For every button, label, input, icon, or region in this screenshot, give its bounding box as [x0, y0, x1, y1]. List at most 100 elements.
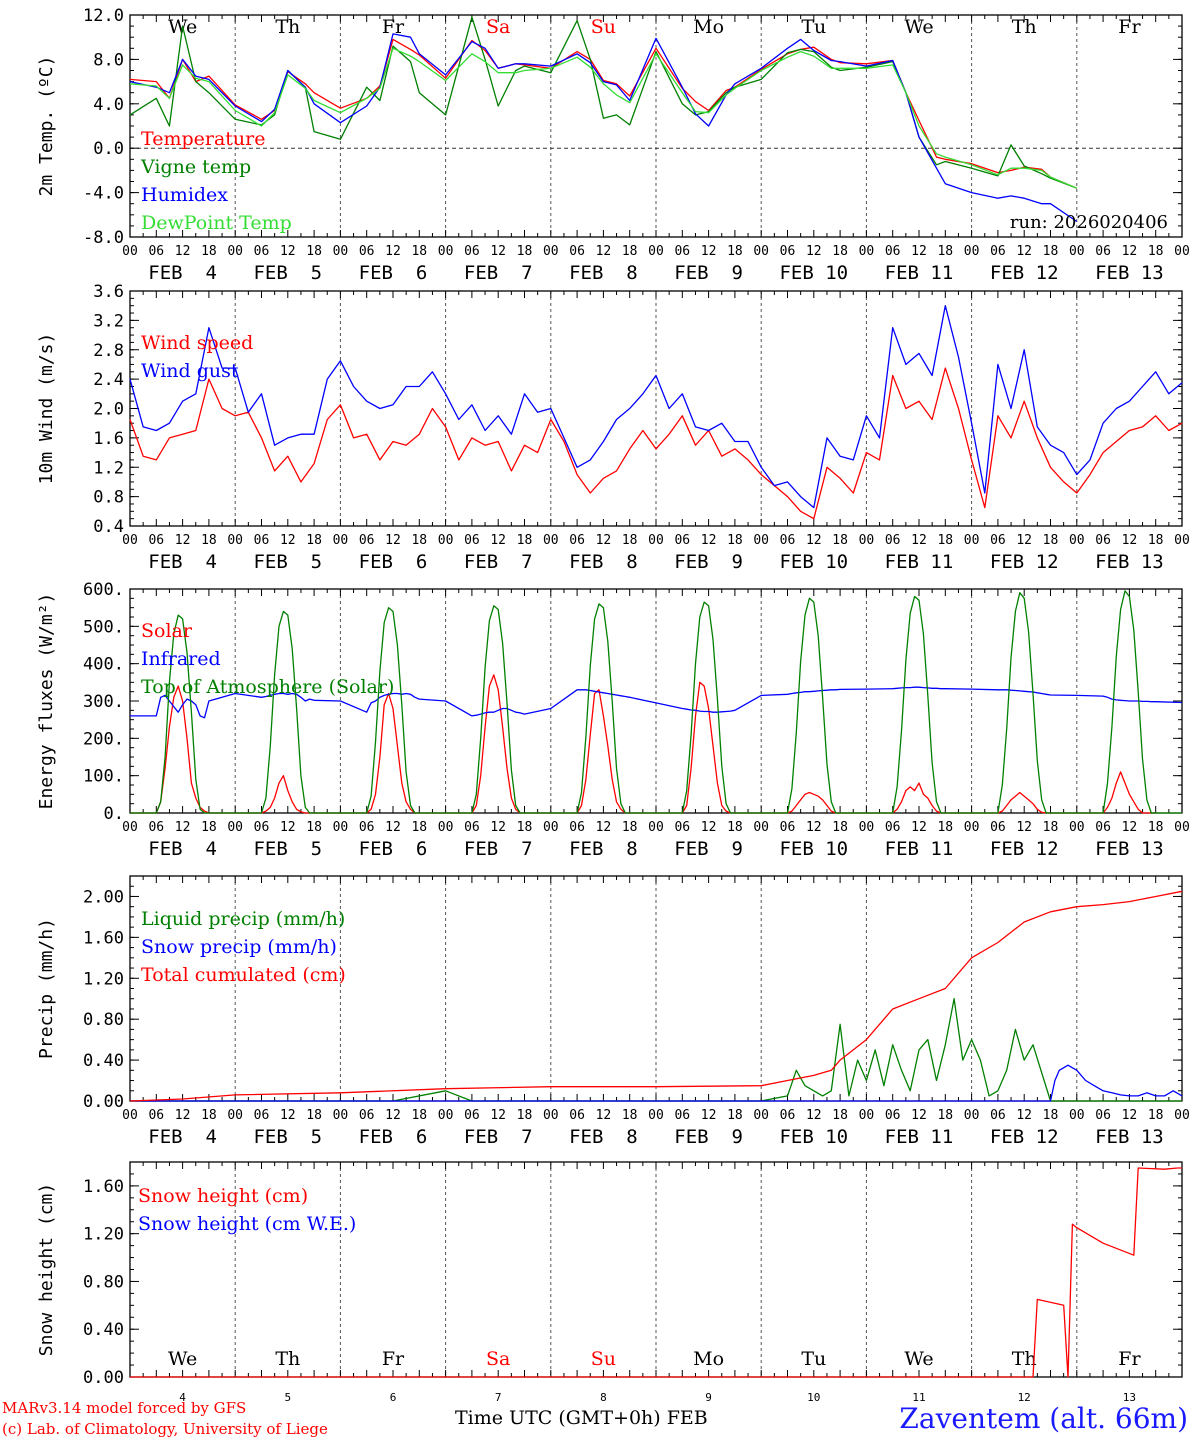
- x-hour-label: 18: [411, 1108, 427, 1123]
- x-hour-label: 12: [911, 244, 927, 259]
- legend-entry: Humidex: [141, 184, 228, 206]
- y-tick-label: 2.00: [83, 887, 124, 907]
- x-hour-label: 12: [596, 533, 612, 548]
- x-hour-label: 18: [306, 1108, 322, 1123]
- x-hour-label: 00: [753, 820, 769, 835]
- x-hour-label: 18: [622, 820, 638, 835]
- x-hour-label: 06: [780, 244, 796, 259]
- y-tick-label: 2.0: [93, 400, 124, 420]
- x-hour-label: 06: [1095, 1108, 1111, 1123]
- legend-entry: DewPoint Temp: [141, 212, 292, 234]
- x-hour-label: 18: [1043, 820, 1059, 835]
- day-name-label: Fr: [382, 1348, 405, 1370]
- x-hour-label: 00: [333, 533, 349, 548]
- x-date-label: FEB 11: [885, 838, 954, 860]
- run-label: run: 2026020406: [1010, 212, 1168, 233]
- x-hour-label: 00: [543, 1108, 559, 1123]
- x-hour-label: 06: [464, 244, 480, 259]
- y-tick-label: 1.60: [83, 1177, 124, 1197]
- panel-precip: 0.00 0.40 0.80 1.20 1.60 2.00 Precip (mm/h) 00 0…: [36, 875, 1190, 1148]
- x-hour-label: 12: [490, 1108, 506, 1123]
- y-tick-label: 0.8: [93, 488, 124, 508]
- day-name-label: Th: [275, 16, 300, 38]
- day-name-label: Sa: [486, 16, 510, 38]
- x-hour-label: 06: [359, 820, 375, 835]
- x-hour-label: 06: [254, 244, 270, 259]
- day-name-label: Su: [591, 16, 616, 38]
- x-hour-label: 12: [280, 1108, 296, 1123]
- x-date-label: FEB 11: [885, 551, 954, 573]
- y-axis-label: Energy fluxes (W/m²): [36, 593, 57, 810]
- y-tick-label: 500.: [83, 617, 124, 637]
- y-tick-label: 0.4: [93, 517, 124, 537]
- y-tick-label: 200.: [83, 729, 124, 749]
- x-date-label: FEB 10: [779, 262, 848, 284]
- x-hour-label: 00: [753, 244, 769, 259]
- y-tick-label: 2.4: [93, 370, 124, 390]
- x-hour-label: 00: [438, 244, 454, 259]
- series-line-top-of-atmosphere-solar-: [130, 590, 1182, 814]
- x-hour-label: 12: [385, 244, 401, 259]
- x-hour-label: 18: [201, 244, 217, 259]
- x-date-label: FEB 4: [148, 1126, 217, 1148]
- x-hour-label: 12: [701, 244, 717, 259]
- x-hour-label: 06: [990, 244, 1006, 259]
- y-tick-label: 0.40: [83, 1320, 124, 1340]
- x-date-label: FEB 7: [464, 1126, 533, 1148]
- day-name-label: Fr: [1118, 1348, 1141, 1370]
- x-hour-label: 00: [964, 1108, 980, 1123]
- x-hour-label: 06: [885, 244, 901, 259]
- x-date-label: FEB 10: [779, 1126, 848, 1148]
- x-hour-label: 06: [569, 244, 585, 259]
- x-hour-label: 06: [780, 1108, 796, 1123]
- legend-entry: Infrared: [141, 648, 221, 670]
- x-hour-label: 12: [806, 533, 822, 548]
- series-line-snow-height-cm-: [130, 1167, 1182, 1378]
- x-hour-label: 06: [359, 1108, 375, 1123]
- panel-energy: 0. 100. 200. 300. 400. 500. 600. Energy fluxes …: [36, 580, 1190, 860]
- x-hour-label: 18: [517, 820, 533, 835]
- x-date-label: FEB 12: [990, 838, 1059, 860]
- x-hour-label: 06: [1095, 820, 1111, 835]
- y-tick-label: 0.00: [83, 1368, 124, 1388]
- x-hour-label: 18: [201, 533, 217, 548]
- y-tick-label: 300.: [83, 692, 124, 712]
- x-hour-label: 00: [1174, 533, 1190, 548]
- x-hour-label: 18: [1043, 1108, 1059, 1123]
- x-hour-label: 06: [885, 533, 901, 548]
- x-hour-label: 18: [517, 244, 533, 259]
- x-date-label: FEB 5: [253, 838, 322, 860]
- x-hour-label: 18: [937, 820, 953, 835]
- y-tick-label: 1.20: [83, 1225, 124, 1245]
- x-hour-label: 00: [122, 533, 138, 548]
- series-line-liquid-precip-mm-h-: [130, 998, 1182, 1102]
- x-hour-label: 06: [148, 820, 164, 835]
- x-hour-label: 00: [122, 1108, 138, 1123]
- legend-entry: Vigne temp: [140, 156, 251, 178]
- x-hour-label: 18: [1148, 533, 1164, 548]
- x-hour-label: 06: [674, 244, 690, 259]
- x-hour-label: 18: [201, 1108, 217, 1123]
- x-hour-label: 00: [964, 244, 980, 259]
- legend-entry: Wind speed: [141, 332, 253, 354]
- y-tick-label: 2.8: [93, 341, 124, 361]
- x-hour-label: 18: [727, 244, 743, 259]
- x-hour-label: 00: [333, 244, 349, 259]
- y-axis-label: 2m Temp. (ºC): [36, 56, 57, 197]
- y-tick-label: 0.80: [83, 1010, 124, 1030]
- day-name-label: Tu: [801, 1348, 826, 1370]
- day-name-label: Mo: [693, 1348, 724, 1370]
- x-date-label: FEB 10: [779, 838, 848, 860]
- x-hour-label: 00: [859, 244, 875, 259]
- legend-entry: Liquid precip (mm/h): [141, 908, 345, 930]
- x-hour-label: 06: [1095, 244, 1111, 259]
- x-hour-label: 12: [385, 1108, 401, 1123]
- x-hour-label: 12: [280, 533, 296, 548]
- x-hour-label: 18: [411, 820, 427, 835]
- x-date-label: FEB 5: [253, 262, 322, 284]
- y-tick-label: 1.20: [83, 969, 124, 989]
- legend-entry: Solar: [141, 620, 193, 642]
- x-date-label: FEB 13: [1095, 551, 1164, 573]
- x-hour-label: 18: [1043, 244, 1059, 259]
- x-date-label: FEB 9: [674, 551, 743, 573]
